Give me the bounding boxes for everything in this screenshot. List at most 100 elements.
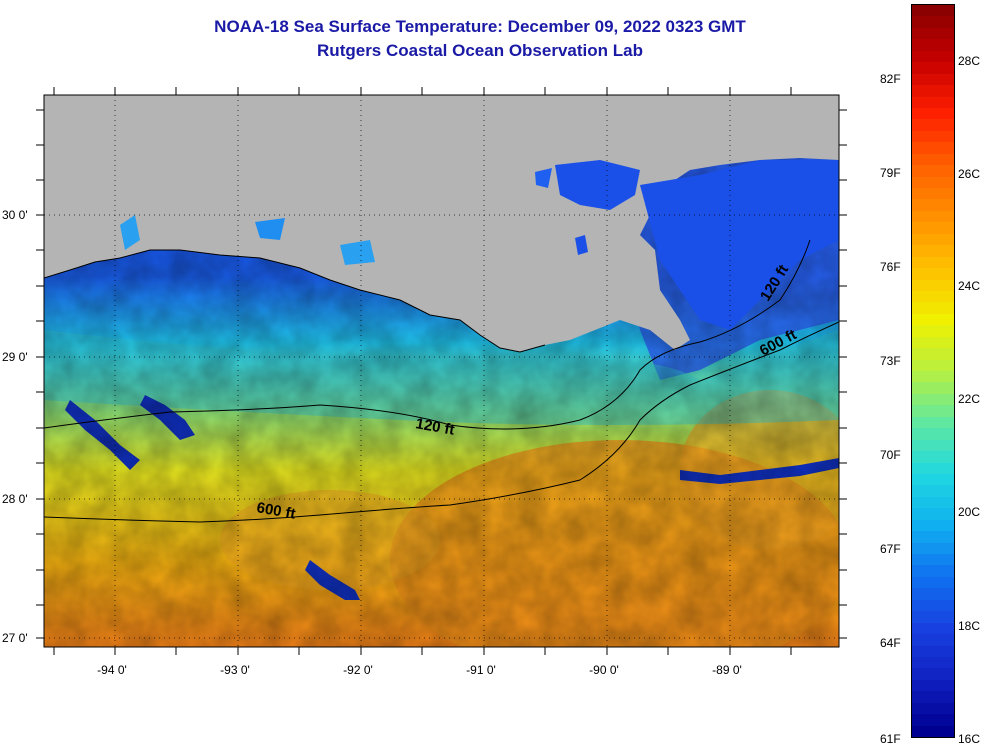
- colorbar-band: [912, 130, 954, 143]
- colorbar-band: [912, 725, 954, 737]
- colorbar-band: [912, 348, 954, 360]
- colorbar-band: [912, 199, 954, 211]
- colorbar-band: [912, 416, 954, 429]
- colorbar-band: [912, 588, 954, 600]
- colorbar-band: [912, 62, 954, 74]
- colorbar-f-label: 64F: [880, 636, 901, 650]
- colorbar-band: [912, 336, 954, 349]
- colorbar-band: [912, 462, 954, 474]
- lon-label: -89 0': [712, 663, 742, 677]
- colorbar-band: [912, 451, 954, 463]
- colorbar-c-label: 22C: [958, 392, 981, 406]
- colorbar-band: [912, 679, 954, 692]
- map-subtitle: Rutgers Coastal Ocean Observation Lab: [317, 41, 643, 60]
- colorbar-band: [912, 668, 954, 680]
- colorbar-c-label: 26C: [958, 167, 981, 181]
- lon-label: -91 0': [466, 663, 496, 677]
- colorbar-band: [912, 702, 954, 715]
- graticule: [44, 95, 839, 647]
- colorbar-band: [912, 245, 954, 257]
- colorbar-f-label: 67F: [880, 542, 901, 556]
- lake: [575, 235, 588, 255]
- colorbar-band: [912, 5, 954, 17]
- colorbar-band: [912, 153, 954, 166]
- colorbar-band: [912, 73, 954, 86]
- map-frame: [43, 94, 840, 648]
- colorbar-band: [912, 714, 954, 726]
- colorbar-band: [912, 119, 954, 131]
- colorbar-band: [912, 382, 954, 394]
- colorbar-band: [912, 16, 954, 28]
- colorbar-band: [912, 39, 954, 51]
- map-title: NOAA-18 Sea Surface Temperature: Decembe…: [214, 17, 746, 36]
- colorbar-band: [912, 290, 954, 303]
- colorbar-band: [912, 645, 954, 657]
- colorbar-band: [912, 393, 954, 406]
- lake: [555, 160, 640, 210]
- colorbar-band: [912, 428, 954, 440]
- temperature-colorbar: [911, 4, 955, 738]
- land-mass: [44, 95, 839, 352]
- colorbar-band: [912, 313, 954, 326]
- colorbar-band: [912, 691, 954, 703]
- colorbar-band: [912, 233, 954, 246]
- colorbar-band: [912, 473, 954, 486]
- colorbar-band: [912, 634, 954, 646]
- colorbar-band: [912, 554, 954, 566]
- colorbar-band: [912, 165, 954, 177]
- colorbar-band: [912, 27, 954, 40]
- colorbar-c-label: 24C: [958, 279, 981, 293]
- contour-label: 600 ft: [255, 499, 297, 523]
- colorbar-f-label: 70F: [880, 448, 901, 462]
- contour-600ft: [44, 321, 839, 523]
- colorbar-band: [912, 107, 954, 120]
- colorbar-band: [912, 279, 954, 291]
- lat-label: 28 0': [2, 492, 28, 506]
- lon-label: -94 0': [97, 663, 127, 677]
- colorbar-band: [912, 359, 954, 371]
- colorbar-band: [912, 210, 954, 223]
- colorbar-band: [912, 302, 954, 314]
- colorbar-band: [912, 439, 954, 452]
- colorbar-f-label: 76F: [880, 260, 901, 274]
- colorbar-band: [912, 656, 954, 669]
- coastline: [44, 249, 546, 353]
- colorbar-band: [912, 531, 954, 543]
- colorbar-c-label: 16C: [958, 732, 981, 746]
- contour-120ft: [44, 239, 811, 430]
- lon-label: -93 0': [220, 663, 250, 677]
- lat-label: 27 0': [2, 631, 28, 645]
- contour-label: 120 ft: [414, 415, 456, 439]
- colorbar-band: [912, 96, 954, 108]
- colorbar-band: [912, 268, 954, 280]
- colorbar-band: [912, 565, 954, 577]
- lat-label: 29 0': [2, 350, 28, 364]
- colorbar-band: [912, 142, 954, 154]
- lake: [120, 215, 140, 250]
- colorbar-f-label: 79F: [880, 166, 901, 180]
- axis-ticks: [36, 87, 847, 655]
- colorbar-f-label: 61F: [880, 732, 901, 746]
- colorbar-band: [912, 519, 954, 532]
- lake-pontchartrain-region: [640, 160, 839, 330]
- colorbar-c-label: 20C: [958, 505, 981, 519]
- colorbar-band: [912, 576, 954, 589]
- colorbar-band: [912, 222, 954, 234]
- colorbar-band: [912, 485, 954, 497]
- colorbar-band: [912, 188, 954, 200]
- lake: [340, 240, 375, 265]
- colorbar-band: [912, 176, 954, 188]
- colorbar-band: [912, 371, 954, 383]
- lat-label: 30 0': [2, 208, 28, 222]
- colorbar-f-label: 73F: [880, 354, 901, 368]
- colorbar-band: [912, 85, 954, 97]
- colorbar-band: [912, 611, 954, 623]
- lake: [535, 168, 552, 188]
- colorbar-band: [912, 405, 954, 417]
- lake: [255, 218, 285, 240]
- colorbar-band: [912, 622, 954, 635]
- colorbar-band: [912, 599, 954, 612]
- lon-label: -92 0': [343, 663, 373, 677]
- colorbar-band: [912, 256, 954, 269]
